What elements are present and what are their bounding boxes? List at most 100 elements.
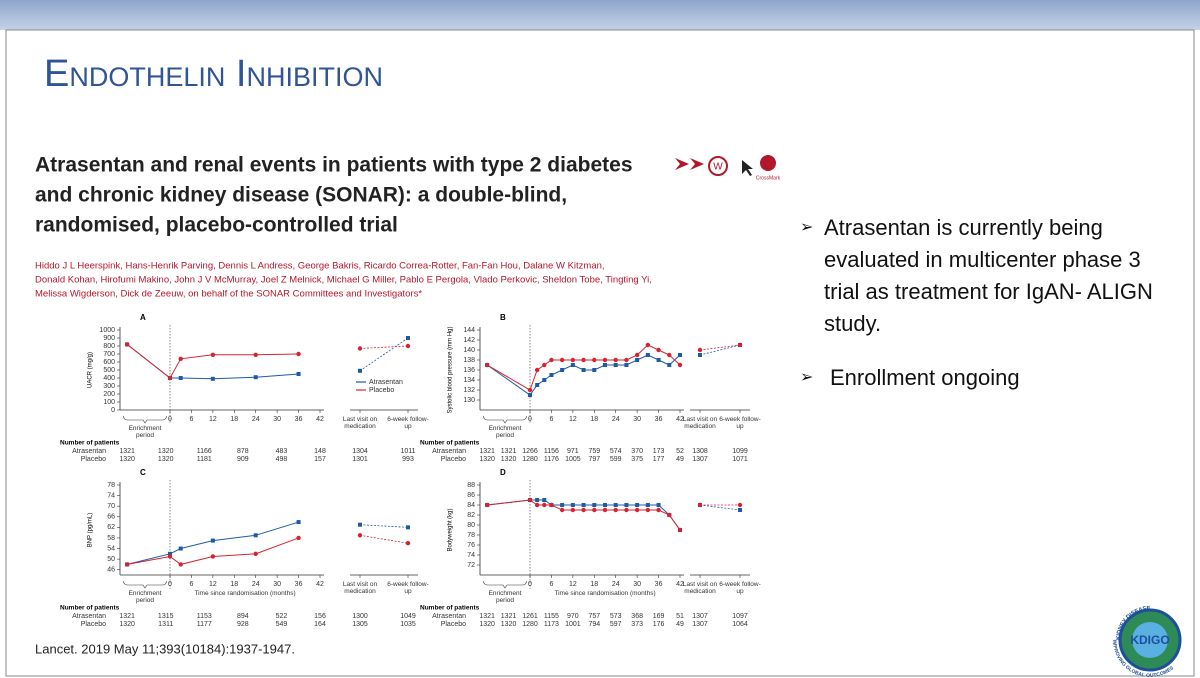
paper-title: and chronic kidney disease (SONAR): a do… <box>35 184 567 207</box>
followup-label: Last visit on medication <box>342 581 378 595</box>
panel-label: C <box>140 468 146 477</box>
data-point <box>210 554 216 559</box>
patients-row-label: Atrasentan <box>72 448 106 455</box>
patients-count: 1005 <box>565 456 581 463</box>
x-tick-label: 30 <box>273 416 281 423</box>
data-point <box>296 372 301 376</box>
data-point <box>602 507 608 513</box>
x-tick-label: 6 <box>189 416 193 423</box>
panel-label: B <box>500 313 506 322</box>
series-line <box>126 344 299 379</box>
followup-label: Last visit on medication <box>682 581 718 595</box>
x-tick-label: 42 <box>676 581 684 588</box>
patients-count: 1320 <box>119 621 135 628</box>
patients-count: 1156 <box>544 448 559 455</box>
data-point <box>484 362 490 368</box>
patients-count: 794 <box>588 621 600 628</box>
y-tick-label: 300 <box>103 383 115 390</box>
data-point <box>210 376 215 381</box>
patients-count: 51 <box>676 613 684 620</box>
y-tick-label: 66 <box>107 514 115 521</box>
paper-icons: W CrossMark <box>675 155 781 181</box>
y-tick-label: 900 <box>103 335 115 342</box>
x-tick-label: 24 <box>252 416 260 423</box>
data-point <box>167 554 173 559</box>
data-point <box>697 502 703 508</box>
patients-count: 1064 <box>732 621 748 628</box>
patients-count: 52 <box>676 448 684 455</box>
patients-count: 797 <box>588 456 600 463</box>
data-point <box>178 562 183 567</box>
y-tick-label: 78 <box>467 532 475 539</box>
patients-count: 1307 <box>692 621 708 628</box>
data-point <box>542 498 547 502</box>
x-tick-label: 30 <box>273 581 281 588</box>
patients-count: 373 <box>631 621 643 628</box>
y-tick-label: 400 <box>103 375 115 382</box>
paper-title: randomised, placebo-controlled trial <box>35 214 398 237</box>
patients-row-label: Placebo <box>441 621 466 628</box>
data-point <box>253 551 258 557</box>
y-tick-label: 70 <box>107 503 115 510</box>
x-tick-label: 18 <box>230 416 238 423</box>
patients-count: 177 <box>653 456 665 463</box>
patients-title: Number of patients <box>60 440 120 447</box>
y-tick-label: 86 <box>467 492 475 499</box>
patients-count: 1011 <box>400 448 415 455</box>
patients-title: Number of patients <box>420 440 480 447</box>
citation: Lancet. 2019 May 11;393(10184):1937-1947… <box>35 641 295 656</box>
patients-count: 1266 <box>522 448 538 455</box>
patients-count: 1280 <box>522 621 538 628</box>
x-tick-label: 6 <box>549 581 553 588</box>
bullet-list: Atrasentan is currently being evaluated … <box>800 212 1170 416</box>
y-tick-label: 0 <box>111 407 115 414</box>
patients-count: 169 <box>653 613 665 620</box>
data-point <box>560 503 565 507</box>
data-point <box>624 357 629 363</box>
data-point <box>168 551 172 556</box>
enrichment-brace <box>483 580 527 589</box>
followup-line <box>359 534 409 544</box>
data-point <box>613 503 618 507</box>
followup-label: 6-week follow-up <box>719 581 761 595</box>
patients-count: 1321 <box>501 448 517 455</box>
period-label: Enrichment period <box>128 590 162 604</box>
data-point <box>178 376 183 380</box>
data-point <box>613 363 618 367</box>
patients-count: 928 <box>237 621 249 628</box>
patients-count: 1321 <box>479 448 495 455</box>
y-tick-label: 80 <box>467 522 475 529</box>
data-point <box>624 507 629 513</box>
patients-count: 993 <box>402 456 414 463</box>
patients-count: 970 <box>567 613 579 620</box>
y-tick-label: 142 <box>463 337 475 344</box>
x-tick-label: 0 <box>528 416 532 423</box>
y-tick-label: 134 <box>463 377 475 384</box>
followup-label: 6-week follow-up <box>387 416 429 430</box>
data-point <box>296 535 301 541</box>
data-point <box>592 503 597 507</box>
x-tick-label: 30 <box>633 416 641 423</box>
data-point <box>253 533 258 538</box>
data-point <box>592 507 597 513</box>
followup-line <box>359 337 409 372</box>
data-point <box>358 522 362 527</box>
x-tick-label: 6 <box>549 416 553 423</box>
data-point <box>634 352 640 358</box>
data-point <box>592 368 597 372</box>
patients-count: 483 <box>276 448 288 455</box>
y-tick-label: 132 <box>463 387 475 394</box>
data-point <box>677 362 683 368</box>
data-point <box>634 507 640 513</box>
patients-count: 49 <box>676 621 684 628</box>
patients-count: 894 <box>237 613 249 620</box>
y-tick-label: 600 <box>103 359 115 366</box>
x-tick-label: 18 <box>590 416 598 423</box>
data-point <box>253 352 258 357</box>
data-point <box>542 502 547 508</box>
patients-count: 549 <box>276 621 288 628</box>
period-label: Enrichment period <box>488 590 522 604</box>
kdigo-logo: KDIGO KIDNEY DISEASE IMPROVING GLOBAL OU… <box>1111 606 1182 678</box>
followup-label: Last visit on medication <box>342 416 378 430</box>
